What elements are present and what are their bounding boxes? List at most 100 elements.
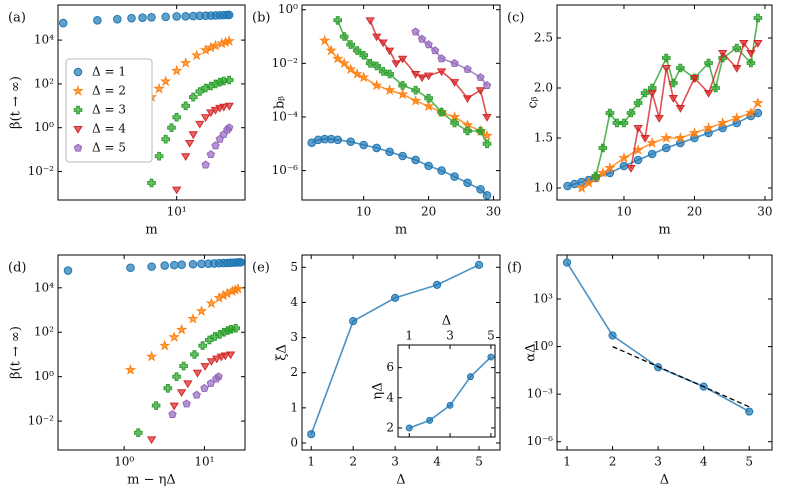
marker xyxy=(626,165,636,173)
marker xyxy=(184,140,195,148)
marker xyxy=(352,46,362,55)
axes-frame xyxy=(57,254,246,451)
marker xyxy=(732,65,742,73)
marker xyxy=(349,316,358,326)
marker xyxy=(210,106,221,115)
marker xyxy=(183,380,193,389)
marker xyxy=(437,54,446,63)
marker xyxy=(146,436,157,445)
y-tick-label: 1 xyxy=(290,400,298,414)
marker xyxy=(463,178,472,188)
marker xyxy=(346,40,355,49)
series-line xyxy=(336,20,488,145)
marker xyxy=(753,40,763,48)
marker xyxy=(398,151,407,161)
marker xyxy=(619,118,629,128)
marker xyxy=(224,123,234,132)
x-tick-label: 4 xyxy=(433,455,441,469)
marker xyxy=(753,13,763,23)
marker xyxy=(172,372,181,381)
marker xyxy=(378,39,388,48)
marker xyxy=(371,79,383,91)
x-tick-label: 3 xyxy=(654,455,662,469)
marker xyxy=(426,416,434,424)
x-axis-label: m xyxy=(395,223,407,238)
marker xyxy=(72,85,84,96)
x-tick-label: 20 xyxy=(421,205,436,219)
y-axis-label: β(t → ∞) xyxy=(9,76,24,129)
y-tick-label: 10⁻² xyxy=(28,414,55,428)
marker xyxy=(482,80,492,89)
marker xyxy=(147,178,156,188)
marker xyxy=(172,112,181,122)
marker xyxy=(562,258,572,267)
series-line xyxy=(630,41,759,169)
panel-label: (f) xyxy=(507,261,522,276)
y-tick-label: 3 xyxy=(290,330,298,344)
x-tick-label: 5 xyxy=(745,455,753,469)
marker xyxy=(437,166,446,175)
panel-label: (c) xyxy=(507,11,524,26)
marker xyxy=(191,49,203,61)
marker xyxy=(739,40,749,48)
marker xyxy=(384,47,395,56)
legend-label: Δ = 4 xyxy=(92,122,126,136)
marker xyxy=(231,324,240,333)
marker xyxy=(674,132,686,143)
marker xyxy=(647,149,657,159)
marker xyxy=(187,312,199,324)
marker xyxy=(365,59,375,68)
marker xyxy=(372,61,381,71)
marker xyxy=(333,16,342,25)
y-axis-label: αΔ xyxy=(524,343,539,361)
marker xyxy=(718,50,728,58)
marker xyxy=(192,369,203,378)
marker xyxy=(661,65,671,73)
marker xyxy=(358,71,370,83)
x-tick-label: 10 xyxy=(356,205,371,219)
panel-label: (b) xyxy=(252,11,270,26)
y-tick-label: 2.0 xyxy=(534,81,553,95)
marker xyxy=(220,352,230,361)
marker xyxy=(189,92,198,102)
marker xyxy=(93,16,102,25)
x-tick-label: 30 xyxy=(757,205,772,219)
x-tick-label: 3 xyxy=(446,329,454,343)
marker xyxy=(236,258,245,267)
marker xyxy=(466,373,474,381)
marker xyxy=(463,64,472,73)
marker xyxy=(424,93,433,103)
marker xyxy=(583,177,595,188)
marker xyxy=(397,55,408,64)
x-axis-label: m xyxy=(658,223,670,238)
marker xyxy=(626,108,636,118)
y-tick-label: 4 xyxy=(386,390,394,404)
marker xyxy=(182,399,191,408)
marker xyxy=(200,363,210,371)
marker xyxy=(319,34,331,46)
marker xyxy=(482,139,492,149)
x-tick-label: 20 xyxy=(687,205,702,219)
y-axis-label: ξΔ xyxy=(275,344,290,361)
marker xyxy=(476,126,485,136)
marker xyxy=(223,35,235,46)
marker xyxy=(179,361,188,371)
marker xyxy=(201,160,210,169)
y-tick-label: 10⁻² xyxy=(272,56,299,70)
marker xyxy=(618,152,630,163)
x-tick-label: 2 xyxy=(609,455,617,469)
marker xyxy=(397,88,409,100)
marker xyxy=(591,171,601,181)
marker xyxy=(608,331,617,340)
y-axis-label: ηΔ xyxy=(371,382,386,399)
y-tick-label: 10³ xyxy=(533,292,553,306)
marker xyxy=(661,143,671,153)
marker xyxy=(176,389,187,397)
marker xyxy=(612,118,622,128)
marker xyxy=(711,83,720,93)
legend-label: Δ = 5 xyxy=(92,141,126,155)
marker xyxy=(482,114,492,122)
marker xyxy=(732,43,742,53)
marker xyxy=(224,102,234,111)
marker xyxy=(745,107,757,118)
